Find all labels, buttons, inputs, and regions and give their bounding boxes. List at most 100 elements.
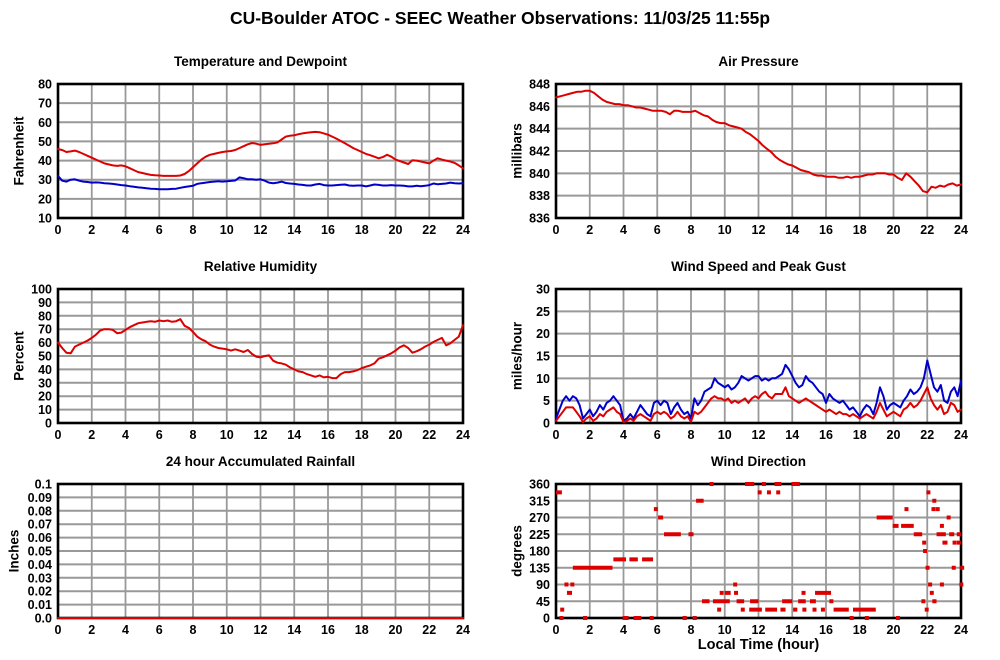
svg-text:18: 18 (355, 623, 369, 637)
svg-text:20: 20 (887, 428, 901, 442)
svg-text:2: 2 (586, 223, 593, 237)
svg-text:20: 20 (887, 223, 901, 237)
svg-text:0.06: 0.06 (28, 531, 52, 545)
svg-text:315: 315 (529, 494, 550, 508)
svg-text:846: 846 (529, 100, 550, 114)
svg-text:225: 225 (529, 528, 550, 542)
svg-text:16: 16 (321, 223, 335, 237)
svg-text:18: 18 (355, 223, 369, 237)
svg-text:25: 25 (536, 305, 550, 319)
svg-text:16: 16 (819, 223, 833, 237)
svg-text:4: 4 (122, 223, 129, 237)
page-title: CU-Boulder ATOC - SEEC Weather Observati… (229, 8, 771, 28)
svg-text:0.05: 0.05 (28, 545, 52, 559)
svg-text:4: 4 (620, 223, 627, 237)
svg-text:10: 10 (718, 223, 732, 237)
svg-text:18: 18 (355, 428, 369, 442)
svg-text:10: 10 (38, 212, 52, 226)
svg-text:2: 2 (586, 623, 593, 637)
y-axis-label: Percent (11, 331, 27, 381)
svg-text:22: 22 (920, 223, 934, 237)
svg-text:2: 2 (88, 428, 95, 442)
svg-text:2: 2 (88, 223, 95, 237)
svg-text:12: 12 (254, 428, 268, 442)
accumulated-rainfall-plot: 0.10.090.080.070.060.050.040.030.020.010… (28, 478, 470, 638)
svg-text:20: 20 (389, 623, 403, 637)
svg-text:0.1: 0.1 (35, 478, 52, 492)
svg-text:10: 10 (718, 623, 732, 637)
svg-text:10: 10 (718, 428, 732, 442)
svg-text:45: 45 (536, 595, 550, 609)
svg-text:30: 30 (38, 376, 52, 390)
svg-text:8: 8 (190, 428, 197, 442)
svg-text:18: 18 (853, 223, 867, 237)
svg-text:0: 0 (543, 612, 550, 626)
svg-text:842: 842 (529, 145, 550, 159)
svg-text:360: 360 (529, 478, 550, 492)
svg-text:0.03: 0.03 (28, 571, 52, 585)
svg-text:70: 70 (38, 97, 52, 111)
chart-title: Wind Speed and Peak Gust (671, 259, 846, 274)
svg-text:20: 20 (536, 327, 550, 341)
svg-text:24: 24 (954, 623, 968, 637)
svg-text:60: 60 (38, 336, 52, 350)
svg-text:10: 10 (220, 223, 234, 237)
svg-text:14: 14 (785, 223, 799, 237)
chart-title: Relative Humidity (203, 259, 318, 274)
svg-text:22: 22 (920, 428, 934, 442)
svg-text:10: 10 (220, 623, 234, 637)
svg-text:8: 8 (688, 223, 695, 237)
y-axis-label: miles/hour (509, 321, 525, 391)
svg-text:12: 12 (254, 223, 268, 237)
svg-text:0: 0 (553, 428, 560, 442)
svg-text:5: 5 (543, 394, 550, 408)
svg-text:8: 8 (190, 223, 197, 237)
svg-text:16: 16 (819, 428, 833, 442)
svg-text:0.08: 0.08 (28, 504, 52, 518)
svg-text:180: 180 (529, 545, 550, 559)
svg-text:270: 270 (529, 511, 550, 525)
svg-text:4: 4 (620, 623, 627, 637)
svg-text:6: 6 (654, 223, 661, 237)
svg-text:836: 836 (529, 212, 550, 226)
svg-text:4: 4 (620, 428, 627, 442)
svg-text:22: 22 (422, 623, 436, 637)
chart-title: Wind Direction (710, 454, 807, 469)
svg-text:50: 50 (38, 135, 52, 149)
svg-text:12: 12 (254, 623, 268, 637)
svg-text:0: 0 (543, 417, 550, 431)
svg-text:20: 20 (38, 390, 52, 404)
y-axis-label: degrees (509, 525, 525, 577)
svg-text:10: 10 (536, 372, 550, 386)
svg-text:0.0: 0.0 (35, 612, 52, 626)
svg-text:0.09: 0.09 (28, 491, 52, 505)
chart-accumulated-rainfall: 0.1 0.09 0.08 0.07 0.06 0.05 0.04 0.03 0.02 0.01 0… (0, 445, 500, 660)
svg-text:22: 22 (920, 623, 934, 637)
svg-text:20: 20 (887, 623, 901, 637)
svg-text:0: 0 (55, 623, 62, 637)
svg-text:0: 0 (55, 428, 62, 442)
svg-text:50: 50 (38, 350, 52, 364)
svg-text:14: 14 (785, 623, 799, 637)
chart-title: Temperature and Dewpoint (173, 54, 348, 69)
svg-text:16: 16 (321, 428, 335, 442)
svg-text:40: 40 (38, 363, 52, 377)
chart-temperature-dewpoint: 80 70 60 50 40 30 20 10 0 2 4 6 8 10 12 14 16 18 20 22 24 Te… (0, 45, 500, 245)
svg-text:2: 2 (88, 623, 95, 637)
svg-text:30: 30 (536, 283, 550, 297)
svg-text:18: 18 (853, 428, 867, 442)
svg-text:0: 0 (553, 223, 560, 237)
svg-text:135: 135 (529, 561, 550, 575)
svg-text:30: 30 (38, 173, 52, 187)
svg-text:4: 4 (122, 428, 129, 442)
svg-text:24: 24 (456, 223, 470, 237)
svg-text:16: 16 (819, 623, 833, 637)
svg-text:14: 14 (287, 428, 301, 442)
svg-text:6: 6 (654, 428, 661, 442)
svg-text:24: 24 (954, 223, 968, 237)
